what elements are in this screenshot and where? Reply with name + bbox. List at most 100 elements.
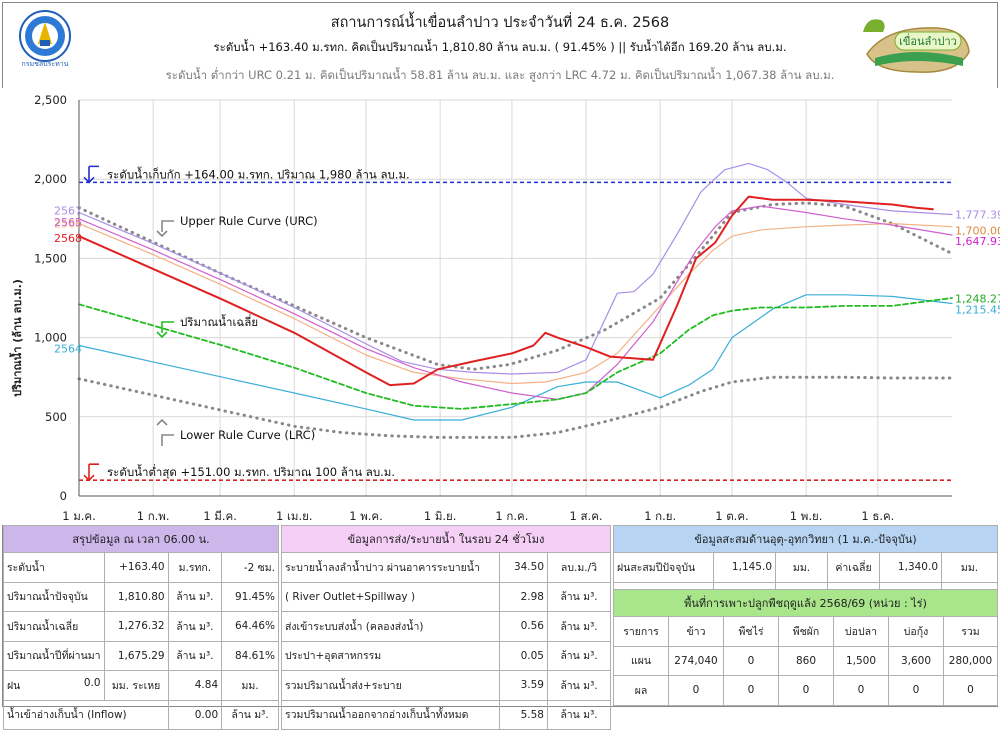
crops-cell: 280,000 bbox=[943, 645, 998, 676]
arrow-down-icon bbox=[83, 474, 95, 482]
inflow-row: น้ำเข้าอ่างเก็บน้ำ (Inflow) 0.00 ล้าน ม³… bbox=[3, 699, 279, 730]
summary-extra: 91.45% bbox=[221, 581, 279, 612]
release-table: ข้อมูลการส่ง/ระบายน้ำ ในรอบ 24 ชั่วโมง ร… bbox=[281, 525, 611, 730]
release-row: ประปา+อุตสาหกรรม 0.05 ล้าน ม³. bbox=[281, 640, 611, 671]
release-unit: ล้าน ม³. bbox=[547, 640, 611, 671]
summary-extra: -2 ซม. bbox=[221, 552, 279, 583]
summary-label: ปริมาณน้ำปีที่ผ่านมา bbox=[3, 640, 105, 671]
x-tick-label: 1 ต.ค. bbox=[715, 509, 748, 523]
hydro-avg-value: 1,340.0 bbox=[879, 552, 942, 583]
crops-row: แผน 274,040 0 860 1,500 3,600 280,000 bbox=[613, 645, 998, 676]
x-tick-label: 1 พ.ค. bbox=[349, 509, 383, 523]
chart-series bbox=[77, 162, 954, 439]
y-tick-label: 2,500 bbox=[34, 93, 67, 107]
rain-cell: ฝน 0.0 bbox=[3, 670, 105, 701]
release-unit: ลบ.ม./วิ bbox=[547, 552, 611, 583]
release-label: ส่งเข้าระบบส่งน้ำ (คลองส่งน้ำ) bbox=[281, 611, 500, 642]
callout-icon bbox=[161, 321, 174, 333]
arrow-icon bbox=[156, 331, 168, 339]
crops-header: รวม bbox=[943, 616, 998, 647]
series-end-label: 1,700.00 bbox=[955, 225, 1000, 238]
series-line-Lower Rule Curve (LRC) bbox=[77, 375, 954, 439]
summary-unit: ล้าน ม³. bbox=[167, 581, 223, 612]
release-label: รวมปริมาณน้ำออกจากอ่างเก็บน้ำทั้งหมด bbox=[281, 699, 500, 730]
crops-cell: 3,600 bbox=[888, 645, 944, 676]
rain-value: 0.0 bbox=[83, 676, 101, 689]
series-line-2567 bbox=[78, 162, 953, 375]
x-tick-label: 1 ก.ย. bbox=[644, 509, 676, 523]
series-line-ปริมาณน้ำเฉลี่ย bbox=[78, 297, 953, 410]
release-title: ข้อมูลการส่ง/ระบายน้ำ ในรอบ 24 ชั่วโมง bbox=[281, 525, 611, 553]
release-value: 5.58 bbox=[499, 699, 548, 730]
release-value: 34.50 bbox=[499, 552, 548, 583]
y-tick-label: 500 bbox=[45, 410, 67, 424]
series-annotation: ปริมาณน้ำเฉลี่ย bbox=[180, 314, 258, 329]
x-tick-label: 1 เม.ย. bbox=[276, 509, 313, 523]
summary-label: ปริมาณน้ำปัจจุบัน bbox=[3, 581, 105, 612]
header: กรมชลประทาน สถานการณ์น้ำเขื่อนลำปาว ประจ… bbox=[0, 0, 1000, 88]
crops-row: ผล 0 0 0 0 0 0 bbox=[613, 675, 998, 706]
callout-icon bbox=[161, 434, 174, 446]
inflow-unit: ล้าน ม³. bbox=[221, 699, 279, 730]
y-tick-label: 1,000 bbox=[34, 331, 67, 345]
crops-header-row: รายการ ข้าว พืชไร่ พืชผัก บ่อปลา บ่อกุ้ง… bbox=[613, 616, 998, 647]
crops-title: พื้นที่การเพาะปลูกพืชฤดูแล้ง 2568/69 (หน… bbox=[613, 589, 998, 617]
crops-cell: 0 bbox=[833, 675, 889, 706]
reference-lines: ระดับน้ำเก็บกัก +164.00 ม.รทก. ปริมาณ 1,… bbox=[79, 165, 952, 482]
series-end-label: 1,647.93 bbox=[955, 235, 1000, 248]
lampao-dam-logo-icon: เขื่อนลำปาว bbox=[863, 19, 970, 73]
release-unit: ล้าน ม³. bbox=[547, 611, 611, 642]
release-row: รวมปริมาณน้ำออกจากอ่างเก็บน้ำทั้งหมด 5.58… bbox=[281, 699, 611, 730]
series-end-label: 1,215.45 bbox=[955, 304, 1000, 317]
logo-right-caption: เขื่อนลำปาว bbox=[899, 33, 957, 48]
series-line-2564 bbox=[78, 294, 953, 421]
rain-label: ฝน bbox=[7, 679, 21, 692]
summary-row: ปริมาณน้ำปีที่ผ่านมา 1,675.29 ล้าน ม³. 8… bbox=[3, 640, 279, 671]
crops-cell: 274,040 bbox=[668, 645, 724, 676]
summary-value: 1,810.80 bbox=[103, 581, 169, 612]
series-end-label: 1,248.27 bbox=[955, 292, 1000, 305]
release-value: 2.98 bbox=[499, 581, 548, 612]
header-line-3: ระดับน้ำ ต่ำกว่า URC 0.21 ม. คิดเป็นปริม… bbox=[165, 68, 835, 82]
release-row: ระบายน้ำลงลำน้ำปาว ผ่านอาคารระบายน้ำ 34.5… bbox=[281, 552, 611, 583]
summary-value: 1,276.32 bbox=[103, 611, 169, 642]
release-value: 0.05 bbox=[499, 640, 548, 671]
series-year-label: 2565 bbox=[54, 216, 82, 229]
release-label: ( River Outlet+Spillway ) bbox=[281, 581, 500, 612]
series-year-label: 2566 bbox=[54, 218, 82, 231]
release-label: รวมปริมาณน้ำส่ง+ระบาย bbox=[281, 670, 500, 701]
hydro-unit: มม. bbox=[775, 552, 828, 583]
arrow-down-icon bbox=[83, 176, 95, 184]
y-axis-label: ปริมาณน้ำ (ล้าน ลบ.ม.) bbox=[9, 279, 24, 397]
release-value: 0.56 bbox=[499, 611, 548, 642]
hydro-avg-unit: มม. bbox=[941, 552, 998, 583]
crops-cell: 860 bbox=[778, 645, 834, 676]
crops-cell: 0 bbox=[888, 675, 944, 706]
summary-unit: ม.รทก. bbox=[167, 552, 223, 583]
x-tick-label: 1 ก.พ. bbox=[137, 509, 170, 523]
release-row: ( River Outlet+Spillway ) 2.98 ล้าน ม³. bbox=[281, 581, 611, 612]
release-label: ระบายน้ำลงลำน้ำปาว ผ่านอาคารระบายน้ำ bbox=[281, 552, 500, 583]
crops-cell: 0 bbox=[943, 675, 998, 706]
callout-icon bbox=[161, 220, 174, 232]
summary-extra: 84.61% bbox=[221, 640, 279, 671]
crops-header: บ่อกุ้ง bbox=[888, 616, 944, 647]
chart: ระดับน้ำเก็บกัก +164.00 ม.รทก. ปริมาณ 1,… bbox=[0, 88, 1000, 525]
release-row: รวมปริมาณน้ำส่ง+ระบาย 3.59 ล้าน ม³. bbox=[281, 670, 611, 701]
summary-extra: 64.46% bbox=[221, 611, 279, 642]
series-year-label: 2568 bbox=[54, 232, 82, 245]
summary-table: สรุปข้อมูล ณ เวลา 06.00 น. ระดับน้ำ +163… bbox=[3, 525, 279, 730]
crops-cell: 0 bbox=[668, 675, 724, 706]
release-unit: ล้าน ม³. bbox=[547, 581, 611, 612]
min-storage-label: ระดับน้ำต่ำสุด +151.00 ม.รทก. ปริมาณ 100… bbox=[107, 464, 395, 479]
x-tick-label: 1 ธ.ค. bbox=[861, 509, 894, 523]
arrow-icon bbox=[156, 230, 168, 238]
summary-unit: ล้าน ม³. bbox=[167, 640, 223, 671]
marker-icon bbox=[88, 165, 99, 183]
y-tick-label: 1,500 bbox=[34, 251, 67, 265]
summary-value: 1,675.29 bbox=[103, 640, 169, 671]
evap-label: มม. ระเหย bbox=[103, 670, 169, 701]
crops-cell: ผล bbox=[613, 675, 669, 706]
x-tick-label: 1 ก.ค. bbox=[495, 509, 528, 523]
release-row: ส่งเข้าระบบส่งน้ำ (คลองส่งน้ำ) 0.56 ล้าน ม… bbox=[281, 611, 611, 642]
